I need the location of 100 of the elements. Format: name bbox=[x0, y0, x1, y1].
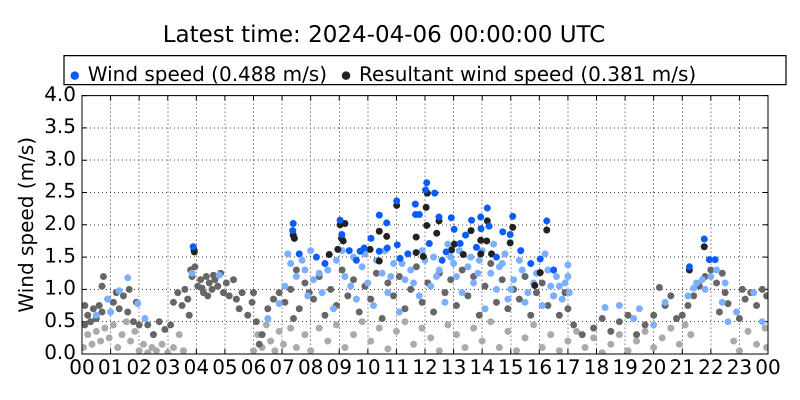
point bbox=[450, 240, 458, 248]
point bbox=[472, 244, 480, 251]
point bbox=[376, 212, 383, 219]
point bbox=[383, 219, 390, 226]
point bbox=[422, 186, 430, 194]
x-tick-label: 21 bbox=[670, 355, 695, 380]
point bbox=[423, 222, 430, 229]
y-tick-label: 2.0 bbox=[44, 211, 76, 236]
y-axis-title: Wind speed (m/s) bbox=[14, 136, 38, 313]
point bbox=[468, 216, 476, 224]
point bbox=[509, 212, 516, 220]
point bbox=[506, 230, 514, 238]
point bbox=[483, 237, 490, 244]
point bbox=[477, 214, 484, 221]
chart-title: Latest time: 2024-04-06 00:00:00 UTC bbox=[162, 22, 606, 48]
x-tick-label: 05 bbox=[212, 355, 238, 380]
point bbox=[442, 248, 450, 256]
x-tick-label: 22 bbox=[698, 355, 724, 380]
point bbox=[460, 251, 467, 258]
y-tick-label: 0.5 bbox=[44, 308, 76, 332]
x-tick-label: 16 bbox=[526, 355, 552, 380]
point bbox=[367, 234, 374, 242]
x-tick-label: 03 bbox=[155, 355, 180, 380]
y-tick-label: 1.5 bbox=[44, 243, 76, 268]
x-tick-label: 08 bbox=[298, 355, 324, 380]
x-tick-label: 12 bbox=[412, 355, 438, 380]
point bbox=[543, 217, 550, 224]
point bbox=[517, 247, 524, 254]
point bbox=[376, 228, 383, 235]
x-tick-label: 09 bbox=[326, 355, 352, 380]
point bbox=[484, 204, 491, 212]
point bbox=[423, 179, 430, 186]
point bbox=[334, 246, 342, 253]
x-tick-label: 01 bbox=[98, 355, 124, 380]
x-tick-label: 23 bbox=[726, 355, 752, 380]
point bbox=[360, 244, 368, 252]
point bbox=[426, 240, 433, 248]
point bbox=[412, 234, 420, 241]
point bbox=[412, 200, 419, 208]
point bbox=[383, 232, 390, 240]
point bbox=[326, 251, 333, 258]
legend-label: Wind speed (0.488 m/s) bbox=[88, 62, 328, 86]
point bbox=[346, 247, 353, 254]
point bbox=[412, 249, 420, 256]
y-tick-label: 1.0 bbox=[44, 276, 76, 300]
point bbox=[448, 214, 455, 222]
point bbox=[376, 248, 383, 255]
point bbox=[462, 232, 470, 239]
point bbox=[384, 244, 391, 252]
x-tick-label: 13 bbox=[440, 355, 466, 380]
point bbox=[456, 240, 464, 248]
point bbox=[543, 226, 550, 234]
x-tick-label: 20 bbox=[640, 355, 666, 380]
x-tick-label: 17 bbox=[555, 355, 581, 380]
x-tick-label: 11 bbox=[384, 355, 410, 380]
point bbox=[393, 197, 400, 204]
x-tick-label: 14 bbox=[469, 355, 495, 380]
point bbox=[536, 269, 544, 276]
point bbox=[290, 234, 298, 242]
x-tick-label: 02 bbox=[126, 355, 152, 380]
point bbox=[394, 241, 401, 248]
x-tick-label: 04 bbox=[184, 355, 210, 380]
point bbox=[536, 256, 544, 263]
legend-label: Resultant wind speed (0.381 m/s) bbox=[359, 62, 696, 86]
x-tick-label: 00 bbox=[755, 355, 781, 380]
x-tick-label: 18 bbox=[584, 355, 610, 380]
point bbox=[336, 216, 344, 224]
point bbox=[450, 226, 458, 233]
x-tick-label: 15 bbox=[498, 355, 524, 380]
point bbox=[296, 250, 303, 258]
y-tick-label: 2.5 bbox=[44, 178, 76, 203]
point bbox=[438, 256, 446, 264]
point bbox=[700, 243, 708, 250]
y-tick-label: 3.5 bbox=[44, 114, 76, 138]
point bbox=[431, 190, 438, 197]
point bbox=[468, 227, 475, 234]
point bbox=[190, 243, 197, 250]
point bbox=[477, 250, 484, 258]
x-tick-label: 06 bbox=[240, 355, 266, 380]
point bbox=[312, 254, 320, 261]
point bbox=[477, 236, 484, 244]
point bbox=[700, 236, 708, 243]
point bbox=[433, 230, 440, 237]
point bbox=[509, 224, 516, 231]
x-tick-label: 07 bbox=[269, 355, 295, 380]
point bbox=[404, 250, 412, 258]
point bbox=[376, 257, 383, 264]
point bbox=[396, 254, 404, 262]
point bbox=[340, 237, 347, 244]
point bbox=[499, 228, 506, 236]
point bbox=[366, 246, 374, 253]
point bbox=[527, 260, 534, 268]
x-tick-label: 19 bbox=[612, 355, 638, 380]
y-tick-label: 4.0 bbox=[44, 82, 76, 106]
point bbox=[289, 227, 296, 234]
point bbox=[321, 260, 328, 268]
point bbox=[478, 225, 485, 232]
point bbox=[486, 222, 493, 230]
point bbox=[436, 214, 443, 221]
point bbox=[492, 254, 500, 261]
